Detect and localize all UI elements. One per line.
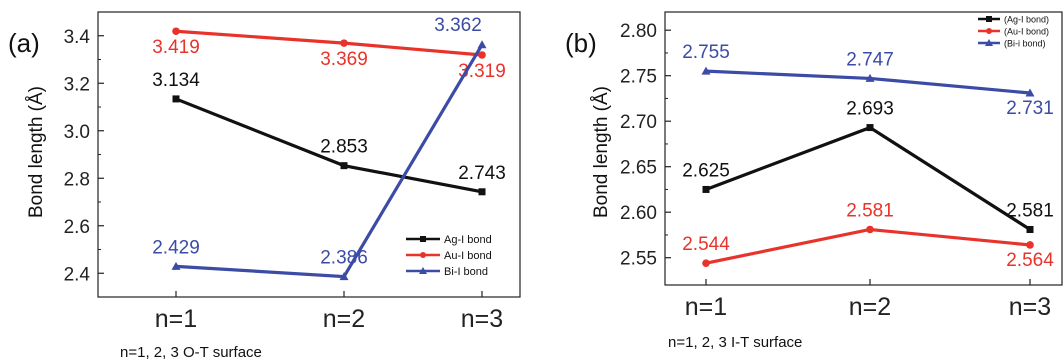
- x-tick-label: n=3: [1009, 293, 1051, 321]
- panel-label: (b): [565, 28, 597, 58]
- data-point: [702, 259, 710, 267]
- data-label: 2.755: [682, 42, 730, 63]
- data-label: 2.747: [846, 49, 894, 70]
- data-label: 2.625: [682, 160, 730, 181]
- y-tick-label: 2.70: [620, 112, 657, 133]
- data-point: [865, 73, 875, 82]
- x-axis-title: n=1, 2, 3 O-T surface: [120, 344, 262, 361]
- legend-marker: [986, 28, 992, 34]
- y-tick-label: 2.8: [64, 169, 90, 190]
- data-label: 2.693: [846, 99, 894, 120]
- legend: Ag-I bond Au-I bond Bi-I bond: [406, 234, 492, 278]
- data-point: [1025, 88, 1035, 97]
- data-point: [1026, 225, 1034, 233]
- data-label: 2.386: [320, 248, 368, 269]
- x-axis-title: n=1, 2, 3 I-T surface: [668, 334, 802, 351]
- y-tick-label: 2.4: [64, 264, 91, 285]
- legend-marker: [419, 267, 427, 274]
- legend-label: Ag-I bond: [444, 234, 492, 246]
- legend-label: Bi-I bond: [444, 266, 488, 278]
- data-point: [478, 51, 486, 59]
- data-point: [171, 261, 181, 270]
- y-tick-label: 3.2: [64, 74, 90, 95]
- data-label: 2.564: [1006, 250, 1054, 271]
- data-label: 3.134: [152, 70, 200, 91]
- series-line: [705, 227, 1031, 265]
- legend-marker: [420, 252, 426, 258]
- x-tick-label: n=1: [155, 305, 197, 333]
- data-point: [1026, 241, 1034, 249]
- data-point: [702, 185, 710, 193]
- legend-marker: [986, 16, 992, 22]
- data-point: [701, 66, 711, 75]
- data-point: [172, 95, 180, 103]
- data-point: [339, 272, 349, 281]
- y-tick-label: 2.6: [64, 217, 90, 238]
- series-line: [705, 69, 1031, 95]
- data-label: 3.369: [320, 49, 368, 70]
- y-tick-label: 2.65: [620, 158, 657, 179]
- x-tick-label: n=2: [849, 293, 891, 321]
- legend-label: (Au-I bond): [1004, 26, 1049, 36]
- y-tick-label: 3.4: [64, 27, 91, 48]
- data-point: [866, 225, 874, 234]
- data-label: 2.853: [320, 137, 368, 158]
- data-label: 2.581: [846, 200, 894, 221]
- y-axis-title: Bond length (Å): [591, 86, 612, 218]
- data-label: 2.743: [458, 163, 506, 184]
- x-tick-label: n=1: [685, 293, 727, 321]
- data-point: [866, 124, 874, 132]
- legend-marker: [420, 236, 426, 242]
- chart-panel-b: (b) 2.55 2.60 2.65 2.70 2.75 2.80 n=1 n=2 n=3 Bond…: [565, 11, 1063, 351]
- data-point: [340, 162, 348, 170]
- plot-frame: [664, 11, 1063, 286]
- y-tick-label: 2.75: [620, 67, 657, 88]
- data-label: 3.419: [152, 37, 200, 58]
- data-label: 2.731: [1006, 98, 1054, 119]
- data-point: [477, 40, 487, 49]
- data-point: [478, 188, 486, 196]
- y-tick-label: 2.80: [620, 21, 657, 42]
- chart-panel-a: (a) 2.4 2.6 2.8 3.0 3.2 3.4 n=1 n=2 n=3 Bond lengt…: [8, 11, 521, 361]
- x-tick-label: n=3: [461, 305, 503, 333]
- data-label: 3.362: [434, 15, 482, 36]
- legend-marker: [985, 39, 993, 46]
- y-tick-label: 2.55: [620, 249, 657, 270]
- y-tick-label: 3.0: [64, 122, 90, 143]
- panel-label: (a): [8, 28, 40, 58]
- y-axis-title: Bond length (Å): [26, 86, 47, 218]
- data-point: [172, 27, 180, 36]
- data-label: 2.544: [682, 234, 730, 255]
- legend: (Ag-I bond) (Au-I bond) (Bi-i bond): [978, 14, 1049, 48]
- legend-label: (Ag-I bond): [1004, 14, 1049, 24]
- data-label: 2.581: [1006, 200, 1054, 221]
- y-tick-label: 2.60: [620, 203, 657, 224]
- legend-label: Au-I bond: [444, 250, 492, 262]
- x-tick-label: n=2: [323, 305, 365, 333]
- data-label: 2.429: [152, 237, 200, 258]
- legend-label: (Bi-i bond): [1004, 38, 1046, 48]
- data-point: [340, 39, 348, 47]
